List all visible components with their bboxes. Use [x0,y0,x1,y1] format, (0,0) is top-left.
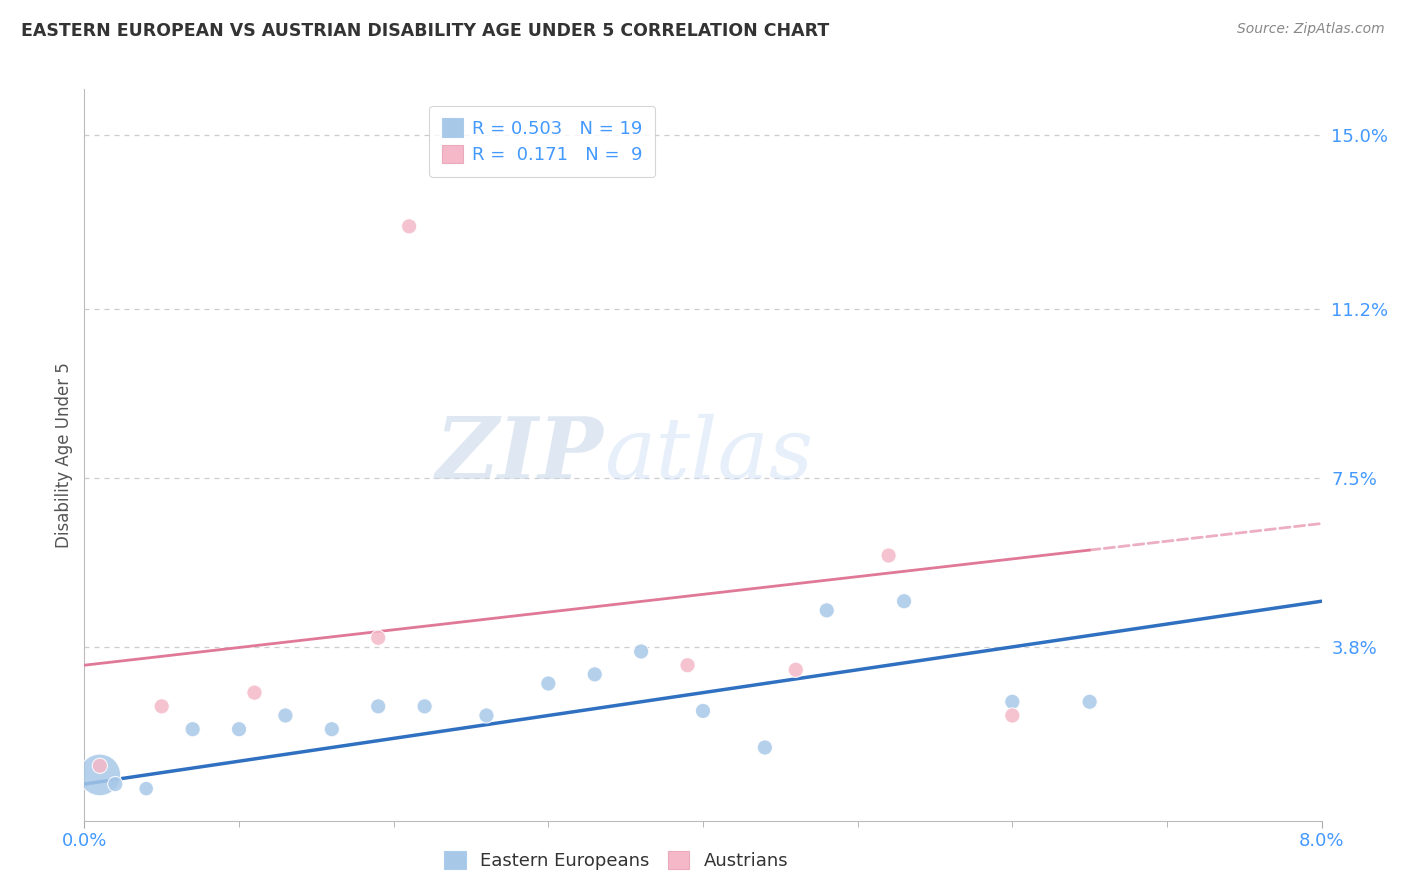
Point [274,708,297,723]
Point [413,699,436,714]
Point [367,631,389,645]
Point [181,723,204,737]
Legend: Eastern Europeans, Austrians: Eastern Europeans, Austrians [433,840,800,881]
Point [877,549,900,563]
Point [537,676,560,690]
Point [150,699,173,714]
Point [692,704,714,718]
Point [754,740,776,755]
Point [785,663,807,677]
Point [228,723,250,737]
Point [583,667,606,681]
Point [676,658,699,673]
Point [89,758,111,772]
Point [89,768,111,782]
Text: EASTERN EUROPEAN VS AUSTRIAN DISABILITY AGE UNDER 5 CORRELATION CHART: EASTERN EUROPEAN VS AUSTRIAN DISABILITY … [21,22,830,40]
Text: ZIP: ZIP [436,413,605,497]
Point [630,644,652,658]
Point [135,781,157,796]
Point [398,219,420,234]
Point [893,594,915,608]
Point [475,708,498,723]
Text: atlas: atlas [605,414,813,496]
Point [367,699,389,714]
Point [815,603,838,617]
Point [243,685,266,699]
Text: Source: ZipAtlas.com: Source: ZipAtlas.com [1237,22,1385,37]
Point [1001,695,1024,709]
Y-axis label: Disability Age Under 5: Disability Age Under 5 [55,362,73,548]
Point [1001,708,1024,723]
Point [321,723,343,737]
Point [1078,695,1101,709]
Point [104,777,127,791]
